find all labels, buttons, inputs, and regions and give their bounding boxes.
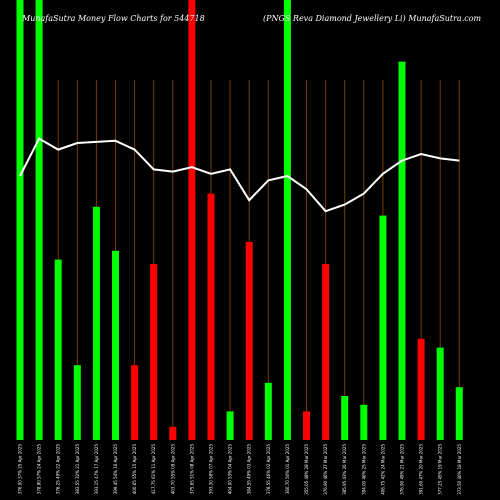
bar-up	[379, 215, 387, 440]
bar-down	[322, 264, 330, 440]
x-tick-label: 355.05 48% 28 Mar 2025	[304, 444, 309, 495]
vertical-gridlines	[19, 80, 460, 440]
bar-down	[150, 264, 158, 440]
x-tick-label: 391.60 47% 20 Mar 2025	[419, 444, 424, 495]
money-flow-line	[19, 137, 460, 213]
bar-up	[283, 0, 291, 440]
bar-up	[360, 404, 368, 440]
bar-down	[131, 365, 139, 440]
x-tick-label: 384.55 49% 03 Apr 2025	[247, 444, 252, 495]
bar-up	[398, 61, 406, 440]
bar-down	[303, 411, 310, 440]
bar-up	[112, 250, 119, 440]
chart-title-right: (PNGS Reva Diamond Jewellery Li) MunafaS…	[263, 14, 482, 23]
bar-up	[92, 206, 100, 440]
x-tick-label: 400.65 55% 15 Apr 2025	[132, 444, 137, 495]
x-axis-tick-labels: 376.00 37% 25 Apr 2025 378.80 57% 24 Apr …	[18, 444, 462, 495]
x-tick-label: 360.70 50% 01 Apr 2025	[285, 444, 290, 495]
x-tick-label: 417.75 61% 11 Apr 2025	[151, 444, 156, 495]
x-tick-label: 406.75 42% 24 Mar 2025	[380, 444, 385, 495]
bar-down	[417, 338, 425, 440]
bar-up	[226, 411, 234, 440]
x-tick-label: 377.25 45% 19 Mar 2025	[438, 444, 443, 495]
x-tick-label: 399.45 54% 16 Apr 2025	[113, 444, 118, 495]
bar-up	[73, 365, 81, 440]
x-tick-label: 376.25 49% 22 Apr 2025	[56, 444, 61, 495]
x-tick-label: 404.00 53% 04 Apr 2025	[228, 444, 233, 495]
bar-up	[455, 387, 463, 440]
x-tick-label: 375.65 51% 08 Apr 2025	[189, 444, 194, 495]
bar-down	[245, 242, 253, 440]
x-tick-label: 393.15 47% 17 Apr 2025	[94, 444, 99, 495]
x-tick-label: 394.00 46% 25 Mar 2025	[361, 444, 366, 495]
x-tick-label: 385.95 43% 26 Mar 2025	[342, 444, 347, 495]
x-tick-label: 376.00 37% 25 Apr 2025	[18, 444, 23, 495]
bar-series	[16, 0, 463, 440]
bar-up	[16, 0, 24, 440]
bar-up	[54, 259, 62, 440]
x-tick-label: 373.50 40% 18 Mar 2025	[457, 444, 462, 495]
bar-down	[207, 193, 215, 440]
bar-up	[35, 0, 43, 440]
bar-up	[341, 396, 349, 440]
x-tick-label: 376.90 49% 21 Mar 2025	[400, 444, 405, 495]
x-tick-label: 376.90 46% 27 Mar 2025	[323, 444, 328, 495]
bar-up	[264, 382, 272, 440]
x-tick-label: 378.80 57% 24 Apr 2025	[37, 444, 42, 495]
bar-up	[436, 347, 444, 440]
x-tick-label: 393.30 58% 07 Apr 2025	[209, 444, 214, 495]
x-tick-label: 378.55 46% 02 Apr 2025	[266, 444, 271, 495]
bar-down	[188, 0, 196, 440]
bar-down	[169, 426, 177, 440]
chart-title-left: MunafaSutra Money Flow Charts for 544718	[21, 14, 205, 23]
x-tick-label: 383.55 32% 21 Apr 2025	[75, 444, 80, 495]
x-tick-label: 403.70 55% 09 Apr 2025	[170, 444, 175, 495]
